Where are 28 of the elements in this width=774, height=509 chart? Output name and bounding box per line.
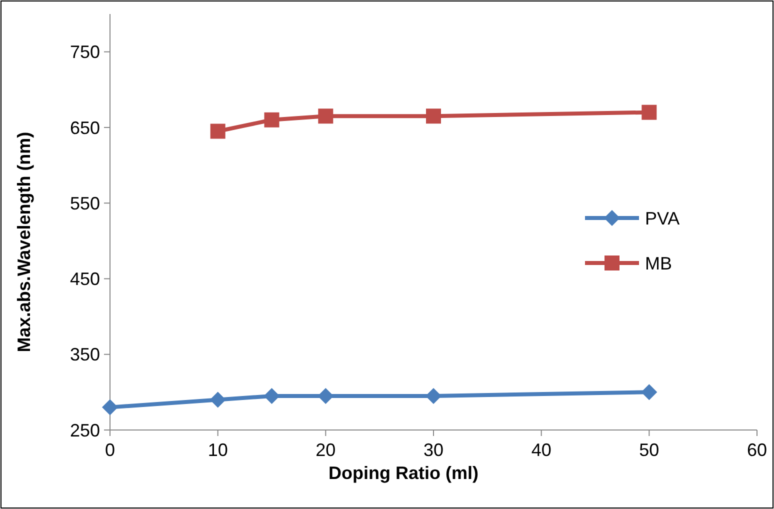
point [641,384,658,400]
x-axis-title: Doping Ratio (ml) [328,463,478,483]
x-tick-label: 20 [316,440,336,460]
point [210,392,226,408]
point [426,108,441,124]
point [102,399,118,416]
point [264,112,280,128]
y-tick-label: 650 [70,118,100,138]
legend-label: PVA [645,208,680,228]
y-tick-label: 550 [70,193,100,214]
x-tick-label: 50 [639,440,660,460]
y-tick-label: 450 [70,269,100,290]
x-tick-label: 30 [423,440,444,460]
y-tick-label: 350 [70,344,100,365]
y-axis-title: Max.abs.Wavelength (nm) [14,132,34,352]
point [426,388,442,404]
point [642,104,657,120]
x-tick-label: 40 [531,440,552,460]
x-tick-label: 60 [746,440,768,460]
point [318,108,334,124]
legend-label: MB [645,253,672,274]
x-tick-label: 0 [104,440,116,460]
point [210,124,226,139]
point [318,388,334,404]
point [264,388,280,404]
y-tick-label: 750 [70,42,100,62]
y-tick-label: 250 [70,420,100,440]
x-tick-label: 10 [208,440,228,460]
